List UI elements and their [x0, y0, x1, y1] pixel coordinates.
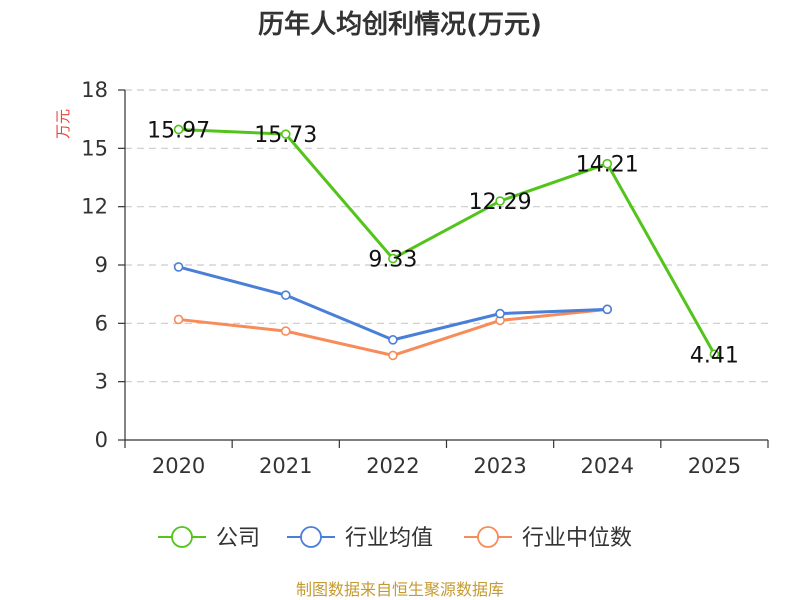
legend-label: 公司 — [216, 526, 260, 551]
series-line — [178, 127, 716, 355]
legend-label: 行业中位数 — [522, 526, 632, 551]
x-tick-label: 2021 — [259, 454, 312, 478]
data-point[interactable] — [388, 335, 398, 345]
series-1 — [173, 124, 720, 360]
legend-marker — [477, 526, 499, 548]
data-point[interactable] — [173, 314, 184, 325]
legend-item-2[interactable]: 行业均值 — [287, 526, 433, 551]
series — [173, 124, 720, 361]
y-tick-label: 0 — [95, 428, 108, 452]
data-label: 15.97 — [147, 118, 210, 143]
legend-item-3[interactable]: 行业中位数 — [464, 526, 632, 551]
data-label: 15.73 — [254, 123, 317, 148]
y-tick-label: 18 — [81, 78, 108, 102]
data-label: 4.41 — [690, 343, 739, 368]
data-point[interactable] — [709, 349, 720, 360]
series-2 — [173, 262, 613, 345]
data-labels: 15.97 15.73 9.33 12.29 14.21 4.41 — [147, 118, 739, 368]
x-tick-label: 2022 — [366, 454, 419, 478]
data-point[interactable] — [388, 253, 398, 264]
data-label: 9.33 — [368, 248, 417, 273]
legend[interactable]: 公司 行业均值 行业中位数 — [158, 526, 632, 551]
x-tick-label: 2023 — [473, 454, 526, 478]
series-line — [178, 265, 608, 342]
data-point[interactable] — [388, 350, 398, 361]
data-label: 14.21 — [576, 153, 639, 178]
data-point[interactable] — [280, 129, 291, 139]
data-point[interactable] — [280, 326, 291, 336]
x-tick-label: 2024 — [581, 454, 634, 478]
legend-marker — [171, 526, 193, 548]
data-point[interactable] — [602, 304, 613, 315]
y-tick-label: 3 — [95, 370, 108, 394]
data-label: 12.29 — [469, 190, 532, 215]
y-tick-label: 12 — [81, 195, 108, 219]
data-point[interactable] — [173, 262, 184, 272]
y-axis-label: 万元 — [54, 109, 72, 139]
data-point[interactable] — [495, 308, 505, 319]
legend-label: 行业均值 — [345, 526, 433, 551]
legend-item-1[interactable]: 公司 — [158, 526, 260, 551]
x-tick-label: 2025 — [688, 454, 741, 478]
y-tick-label: 15 — [81, 136, 108, 160]
data-point[interactable] — [495, 196, 505, 206]
series-line — [178, 307, 608, 357]
data-point[interactable] — [173, 124, 184, 135]
series-3 — [173, 304, 613, 361]
data-point[interactable] — [602, 158, 613, 169]
y-tick-label: 9 — [95, 253, 108, 277]
source-note: 制图数据来自恒生聚源数据库 — [296, 580, 504, 599]
legend-marker — [300, 526, 322, 548]
data-point[interactable] — [280, 290, 291, 300]
y-tick-label: 6 — [95, 311, 108, 335]
axes: 0 3 6 9 12 15 18 2020 2021 2022 2023 2024 2025 — [81, 78, 769, 478]
chart-title: 历年人均创利情况(万元) — [258, 9, 542, 40]
x-tick-label: 2020 — [152, 454, 205, 478]
